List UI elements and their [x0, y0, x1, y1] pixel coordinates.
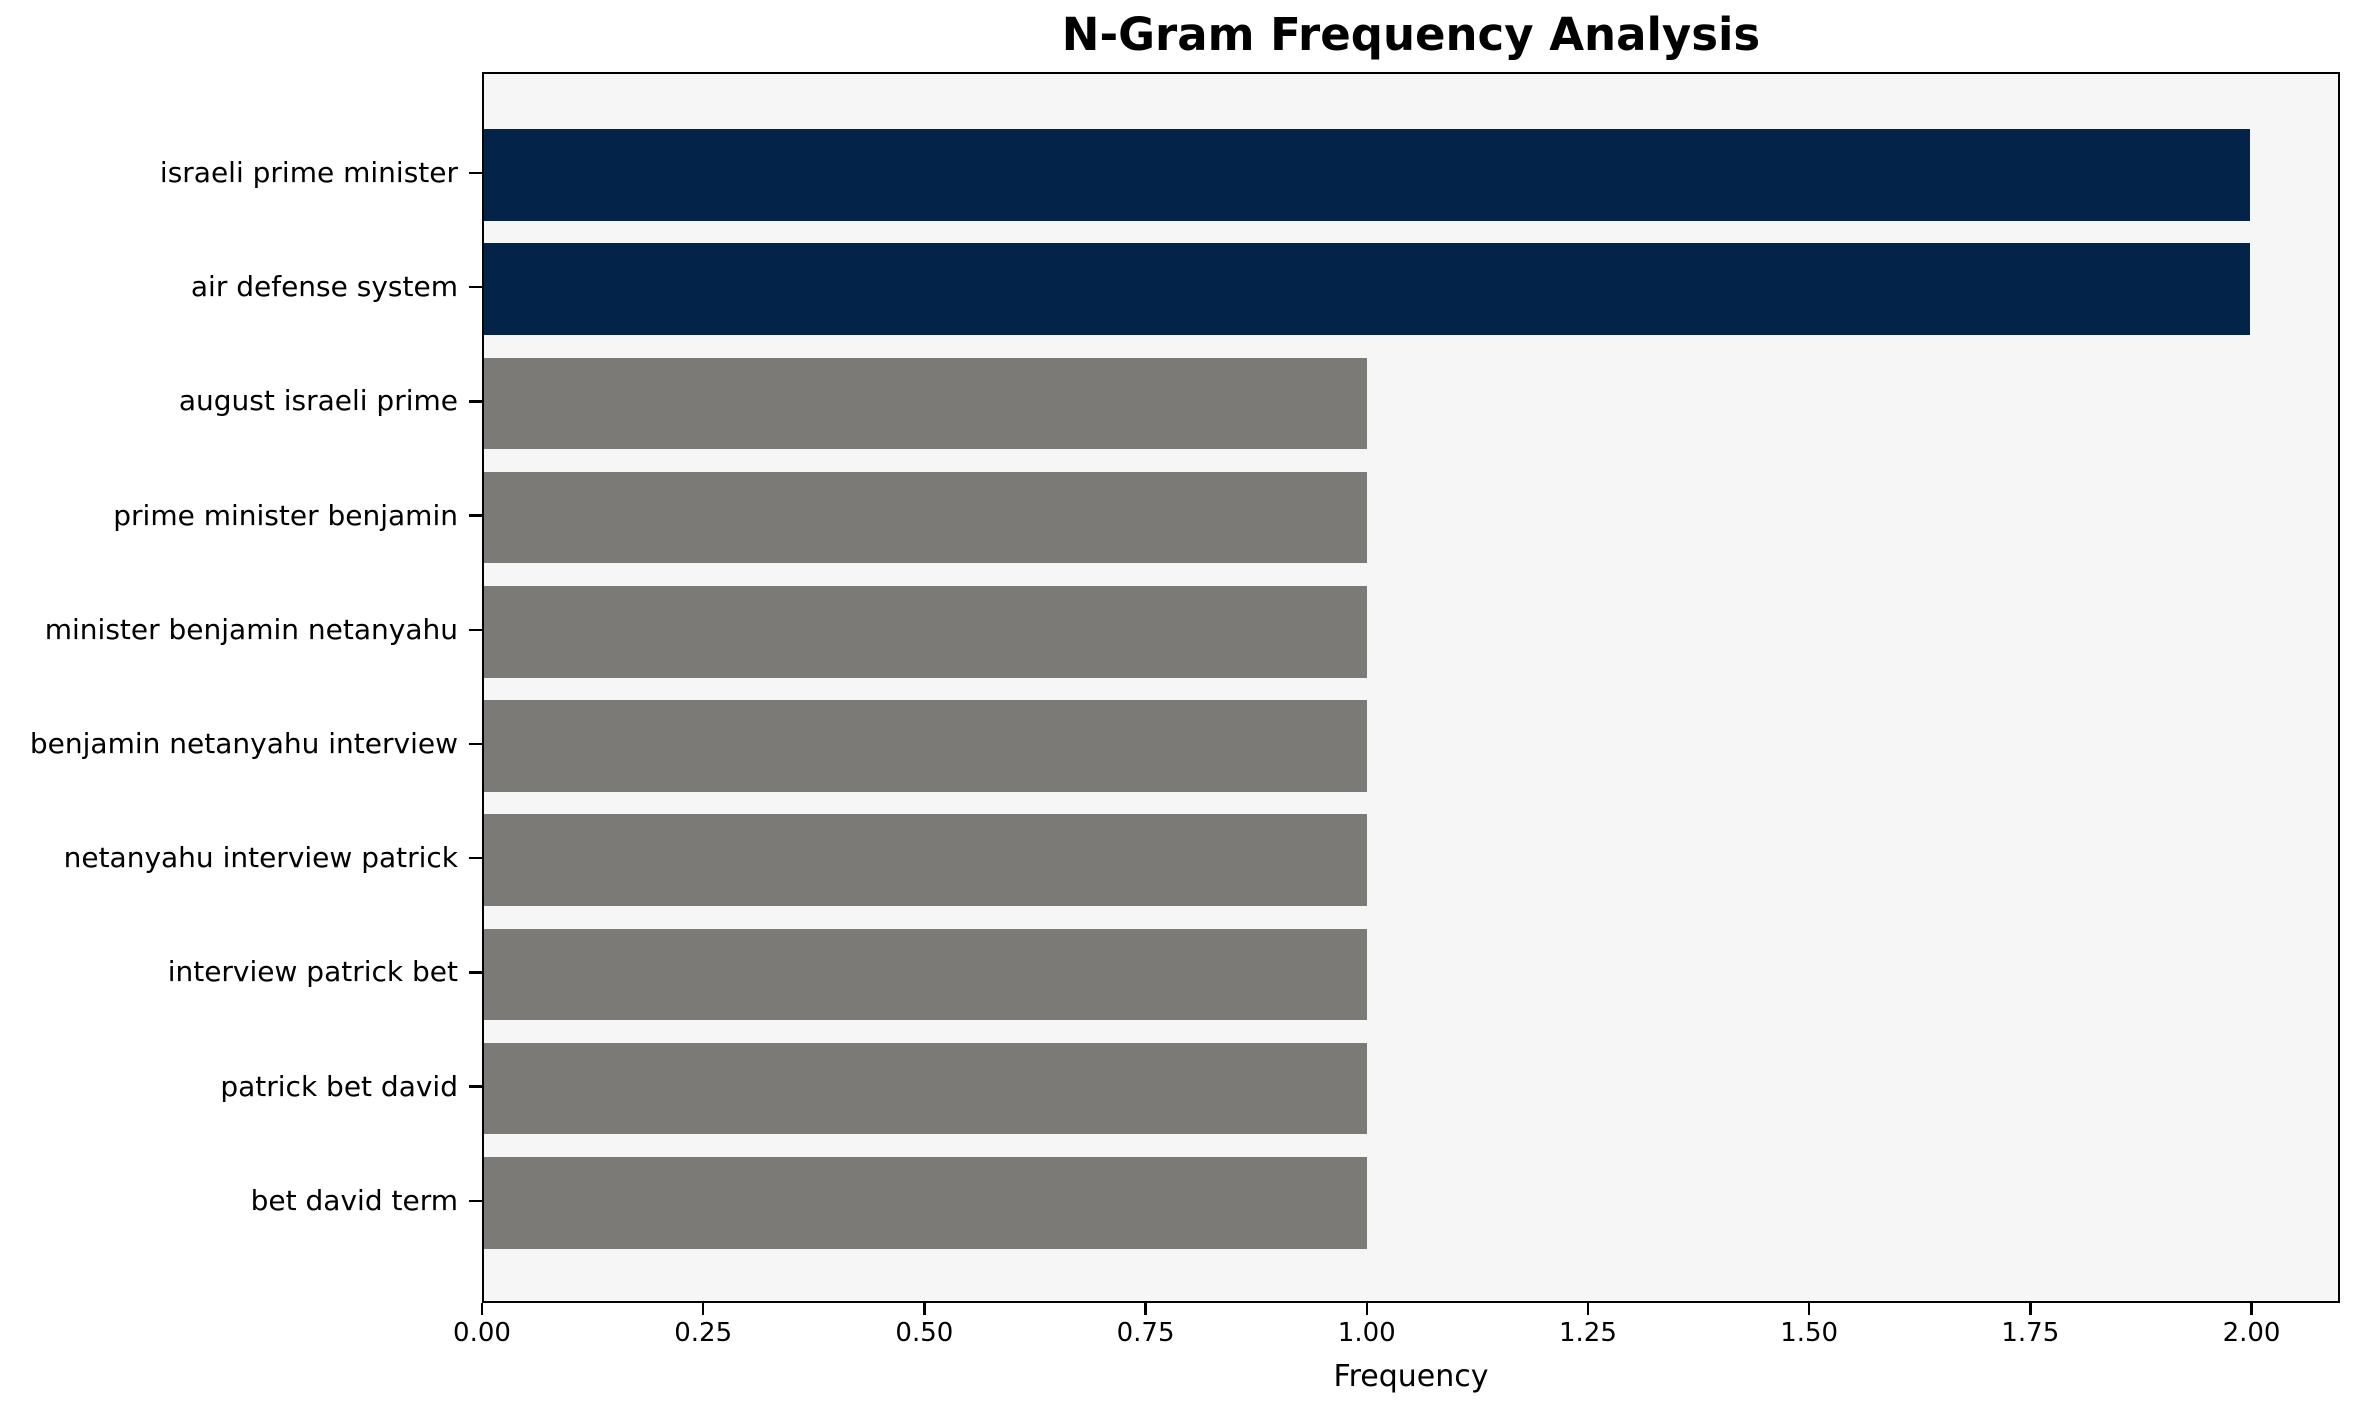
x-tick-mark: [923, 1303, 926, 1315]
y-label-prime-minister-benjamin: prime minister benjamin: [113, 498, 458, 532]
y-tick-mark: [469, 514, 482, 517]
bar-minister-benjamin-netanyahu: [484, 586, 1367, 678]
plot-area: [482, 72, 2340, 1303]
bar-netanyahu-interview-patrick: [484, 814, 1367, 906]
bar-patrick-bet-david: [484, 1042, 1367, 1135]
x-tick-label-1.00: 1.00: [1337, 1318, 1396, 1348]
y-label-netanyahu-interview-patrick: netanyahu interview patrick: [63, 841, 458, 875]
x-tick-label-0.00: 0.00: [453, 1318, 511, 1348]
x-tick-mark: [1807, 1303, 1811, 1315]
y-tick-mark: [469, 286, 482, 289]
x-tick-mark: [1586, 1303, 1590, 1315]
bar-bet-david-term: [484, 1157, 1367, 1249]
bar-air-defense-system: [484, 243, 2250, 335]
x-axis-title: Frequency: [1333, 1359, 1489, 1394]
x-tick-label-1.50: 1.50: [1780, 1318, 1839, 1348]
y-label-air-defense-system: air defense system: [190, 270, 458, 304]
chart-title: N-Gram Frequency Analysis: [1061, 8, 1761, 61]
y-label-august-israeli-prime: august israeli prime: [178, 384, 458, 418]
x-tick-mark: [1144, 1303, 1147, 1315]
x-tick-label-0.25: 0.25: [674, 1318, 733, 1348]
y-tick-mark: [469, 857, 482, 860]
y-label-patrick-bet-david: patrick bet david: [220, 1069, 458, 1103]
x-tick-label-1.75: 1.75: [2001, 1318, 2060, 1348]
y-label-israeli-prime-minister: israeli prime minister: [159, 156, 458, 189]
y-tick-mark: [469, 971, 482, 974]
x-tick-label-0.50: 0.50: [895, 1318, 954, 1348]
x-tick-label-0.75: 0.75: [1116, 1318, 1175, 1348]
x-tick-label-1.25: 1.25: [1558, 1318, 1617, 1348]
y-tick-mark: [469, 742, 482, 746]
y-tick-mark: [469, 400, 482, 403]
y-tick-mark: [469, 1199, 482, 1202]
x-tick-mark: [2029, 1303, 2032, 1315]
y-tick-mark: [469, 171, 482, 175]
y-tick-mark: [469, 1085, 482, 1088]
x-tick-label-2.00: 2.00: [2222, 1318, 2281, 1348]
y-label-bet-david-term: bet david term: [250, 1183, 458, 1217]
y-label-interview-patrick-bet: interview patrick bet: [167, 955, 458, 989]
bar-benjamin-netanyahu-interview: [484, 700, 1367, 792]
x-tick-mark: [701, 1303, 705, 1315]
bar-interview-patrick-bet: [484, 928, 1367, 1021]
bar-israeli-prime-minister: [484, 129, 2250, 221]
y-label-minister-benjamin-netanyahu: minister benjamin netanyahu: [44, 612, 458, 646]
bar-august-israeli-prime: [484, 357, 1367, 450]
x-tick-mark: [480, 1303, 484, 1315]
y-tick-mark: [469, 628, 482, 631]
x-tick-mark: [1365, 1303, 1368, 1315]
x-tick-mark: [2250, 1303, 2253, 1315]
bar-prime-minister-benjamin: [484, 471, 1367, 564]
y-label-benjamin-netanyahu-interview: benjamin netanyahu interview: [29, 727, 458, 760]
